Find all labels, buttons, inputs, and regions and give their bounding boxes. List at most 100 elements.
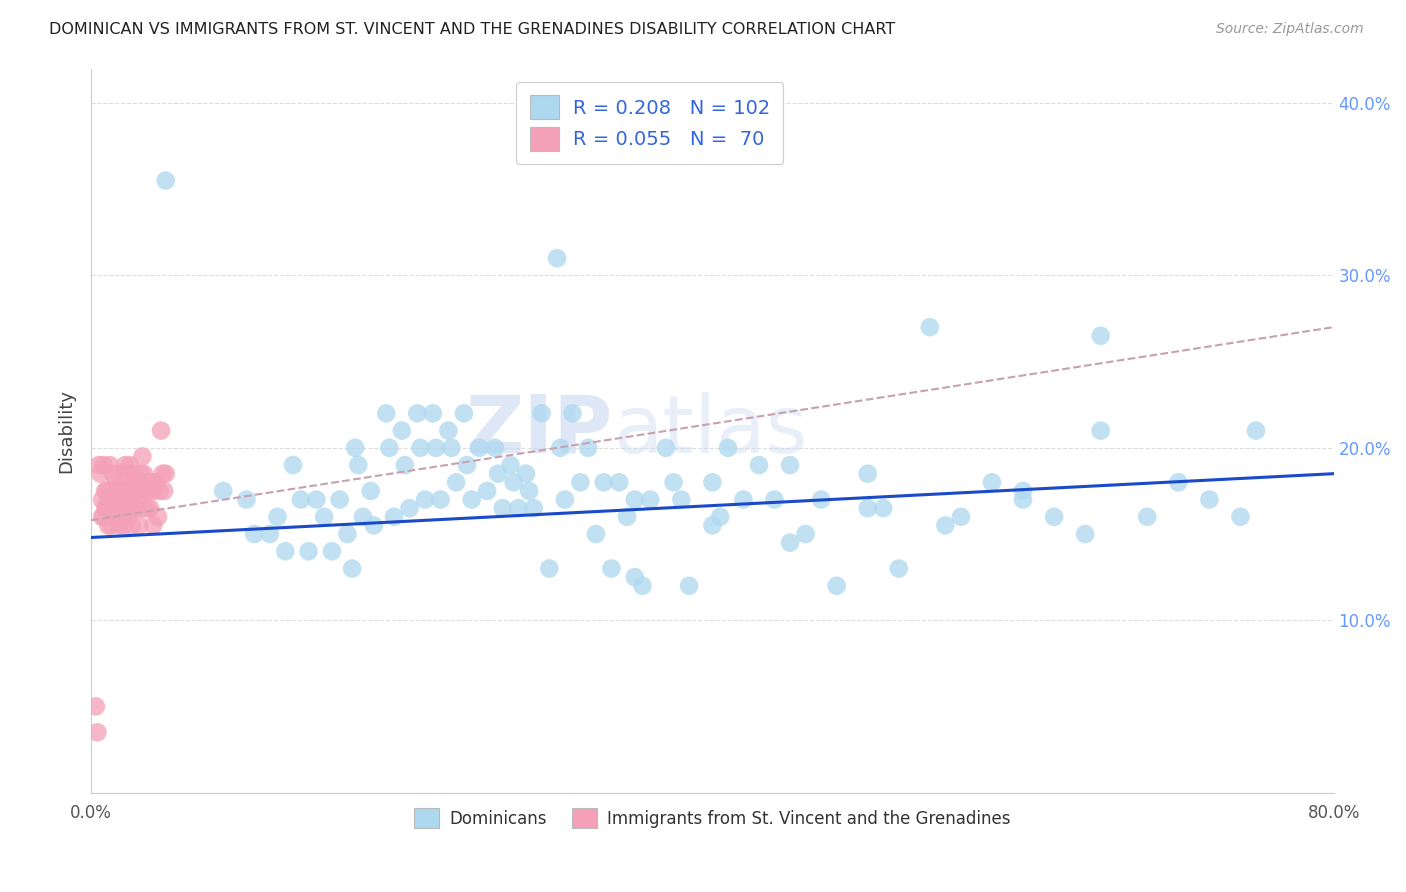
Point xyxy=(492,501,515,516)
Point xyxy=(600,561,623,575)
Point xyxy=(825,579,848,593)
Point xyxy=(281,458,304,472)
Point xyxy=(127,475,149,490)
Point xyxy=(141,475,163,490)
Point xyxy=(391,424,413,438)
Point xyxy=(515,467,537,481)
Text: ZIP: ZIP xyxy=(465,392,613,469)
Point xyxy=(107,483,129,498)
Point xyxy=(103,483,125,498)
Point xyxy=(118,458,141,472)
Point xyxy=(155,173,177,187)
Point xyxy=(142,518,165,533)
Point xyxy=(671,492,693,507)
Point xyxy=(425,441,447,455)
Point xyxy=(453,406,475,420)
Point xyxy=(112,518,135,533)
Point xyxy=(290,492,312,507)
Point xyxy=(477,483,499,498)
Point xyxy=(105,501,128,516)
Point xyxy=(1012,492,1035,507)
Point xyxy=(111,501,134,516)
Point xyxy=(117,483,139,498)
Point xyxy=(122,501,145,516)
Point xyxy=(243,527,266,541)
Point xyxy=(108,492,131,507)
Point xyxy=(352,509,374,524)
Point xyxy=(1244,424,1267,438)
Point xyxy=(121,492,143,507)
Point xyxy=(981,475,1004,490)
Point xyxy=(91,509,114,524)
Point xyxy=(484,441,506,455)
Point xyxy=(444,475,467,490)
Point xyxy=(702,518,724,533)
Point xyxy=(1229,509,1251,524)
Point xyxy=(702,475,724,490)
Point xyxy=(409,441,432,455)
Point xyxy=(336,527,359,541)
Point xyxy=(378,441,401,455)
Point xyxy=(918,320,941,334)
Point xyxy=(96,501,118,516)
Point xyxy=(717,441,740,455)
Point xyxy=(134,483,156,498)
Point xyxy=(110,509,132,524)
Point xyxy=(856,467,879,481)
Point xyxy=(530,406,553,420)
Point xyxy=(592,475,614,490)
Point xyxy=(101,492,124,507)
Point xyxy=(150,424,173,438)
Point xyxy=(347,458,370,472)
Point xyxy=(546,251,568,265)
Point xyxy=(437,424,460,438)
Point xyxy=(139,501,162,516)
Point xyxy=(100,492,122,507)
Point xyxy=(87,458,110,472)
Point xyxy=(132,467,155,481)
Point xyxy=(1167,475,1189,490)
Point xyxy=(934,518,956,533)
Point xyxy=(274,544,297,558)
Point xyxy=(93,458,115,472)
Point xyxy=(554,492,576,507)
Point xyxy=(517,483,540,498)
Point xyxy=(132,501,155,516)
Point xyxy=(100,518,122,533)
Point xyxy=(607,475,630,490)
Point xyxy=(305,492,328,507)
Point xyxy=(329,492,352,507)
Point xyxy=(153,483,176,498)
Point xyxy=(1090,328,1112,343)
Point xyxy=(105,475,128,490)
Point xyxy=(1012,483,1035,498)
Text: DOMINICAN VS IMMIGRANTS FROM ST. VINCENT AND THE GRENADINES DISABILITY CORRELATI: DOMINICAN VS IMMIGRANTS FROM ST. VINCENT… xyxy=(49,22,896,37)
Point xyxy=(360,483,382,498)
Point xyxy=(98,483,121,498)
Point xyxy=(121,518,143,533)
Point xyxy=(460,492,482,507)
Point xyxy=(655,441,678,455)
Point xyxy=(763,492,786,507)
Point xyxy=(382,509,405,524)
Point xyxy=(131,450,153,464)
Point xyxy=(93,509,115,524)
Point xyxy=(84,699,107,714)
Point xyxy=(616,509,638,524)
Point xyxy=(569,475,592,490)
Point xyxy=(127,501,149,516)
Point xyxy=(128,518,150,533)
Point xyxy=(375,406,398,420)
Point xyxy=(108,518,131,533)
Point xyxy=(709,509,731,524)
Point xyxy=(314,509,336,524)
Point xyxy=(548,441,571,455)
Point xyxy=(110,483,132,498)
Point xyxy=(148,483,170,498)
Point xyxy=(94,501,117,516)
Point xyxy=(576,441,599,455)
Point xyxy=(429,492,451,507)
Point xyxy=(146,509,169,524)
Point xyxy=(440,441,463,455)
Point xyxy=(86,725,108,739)
